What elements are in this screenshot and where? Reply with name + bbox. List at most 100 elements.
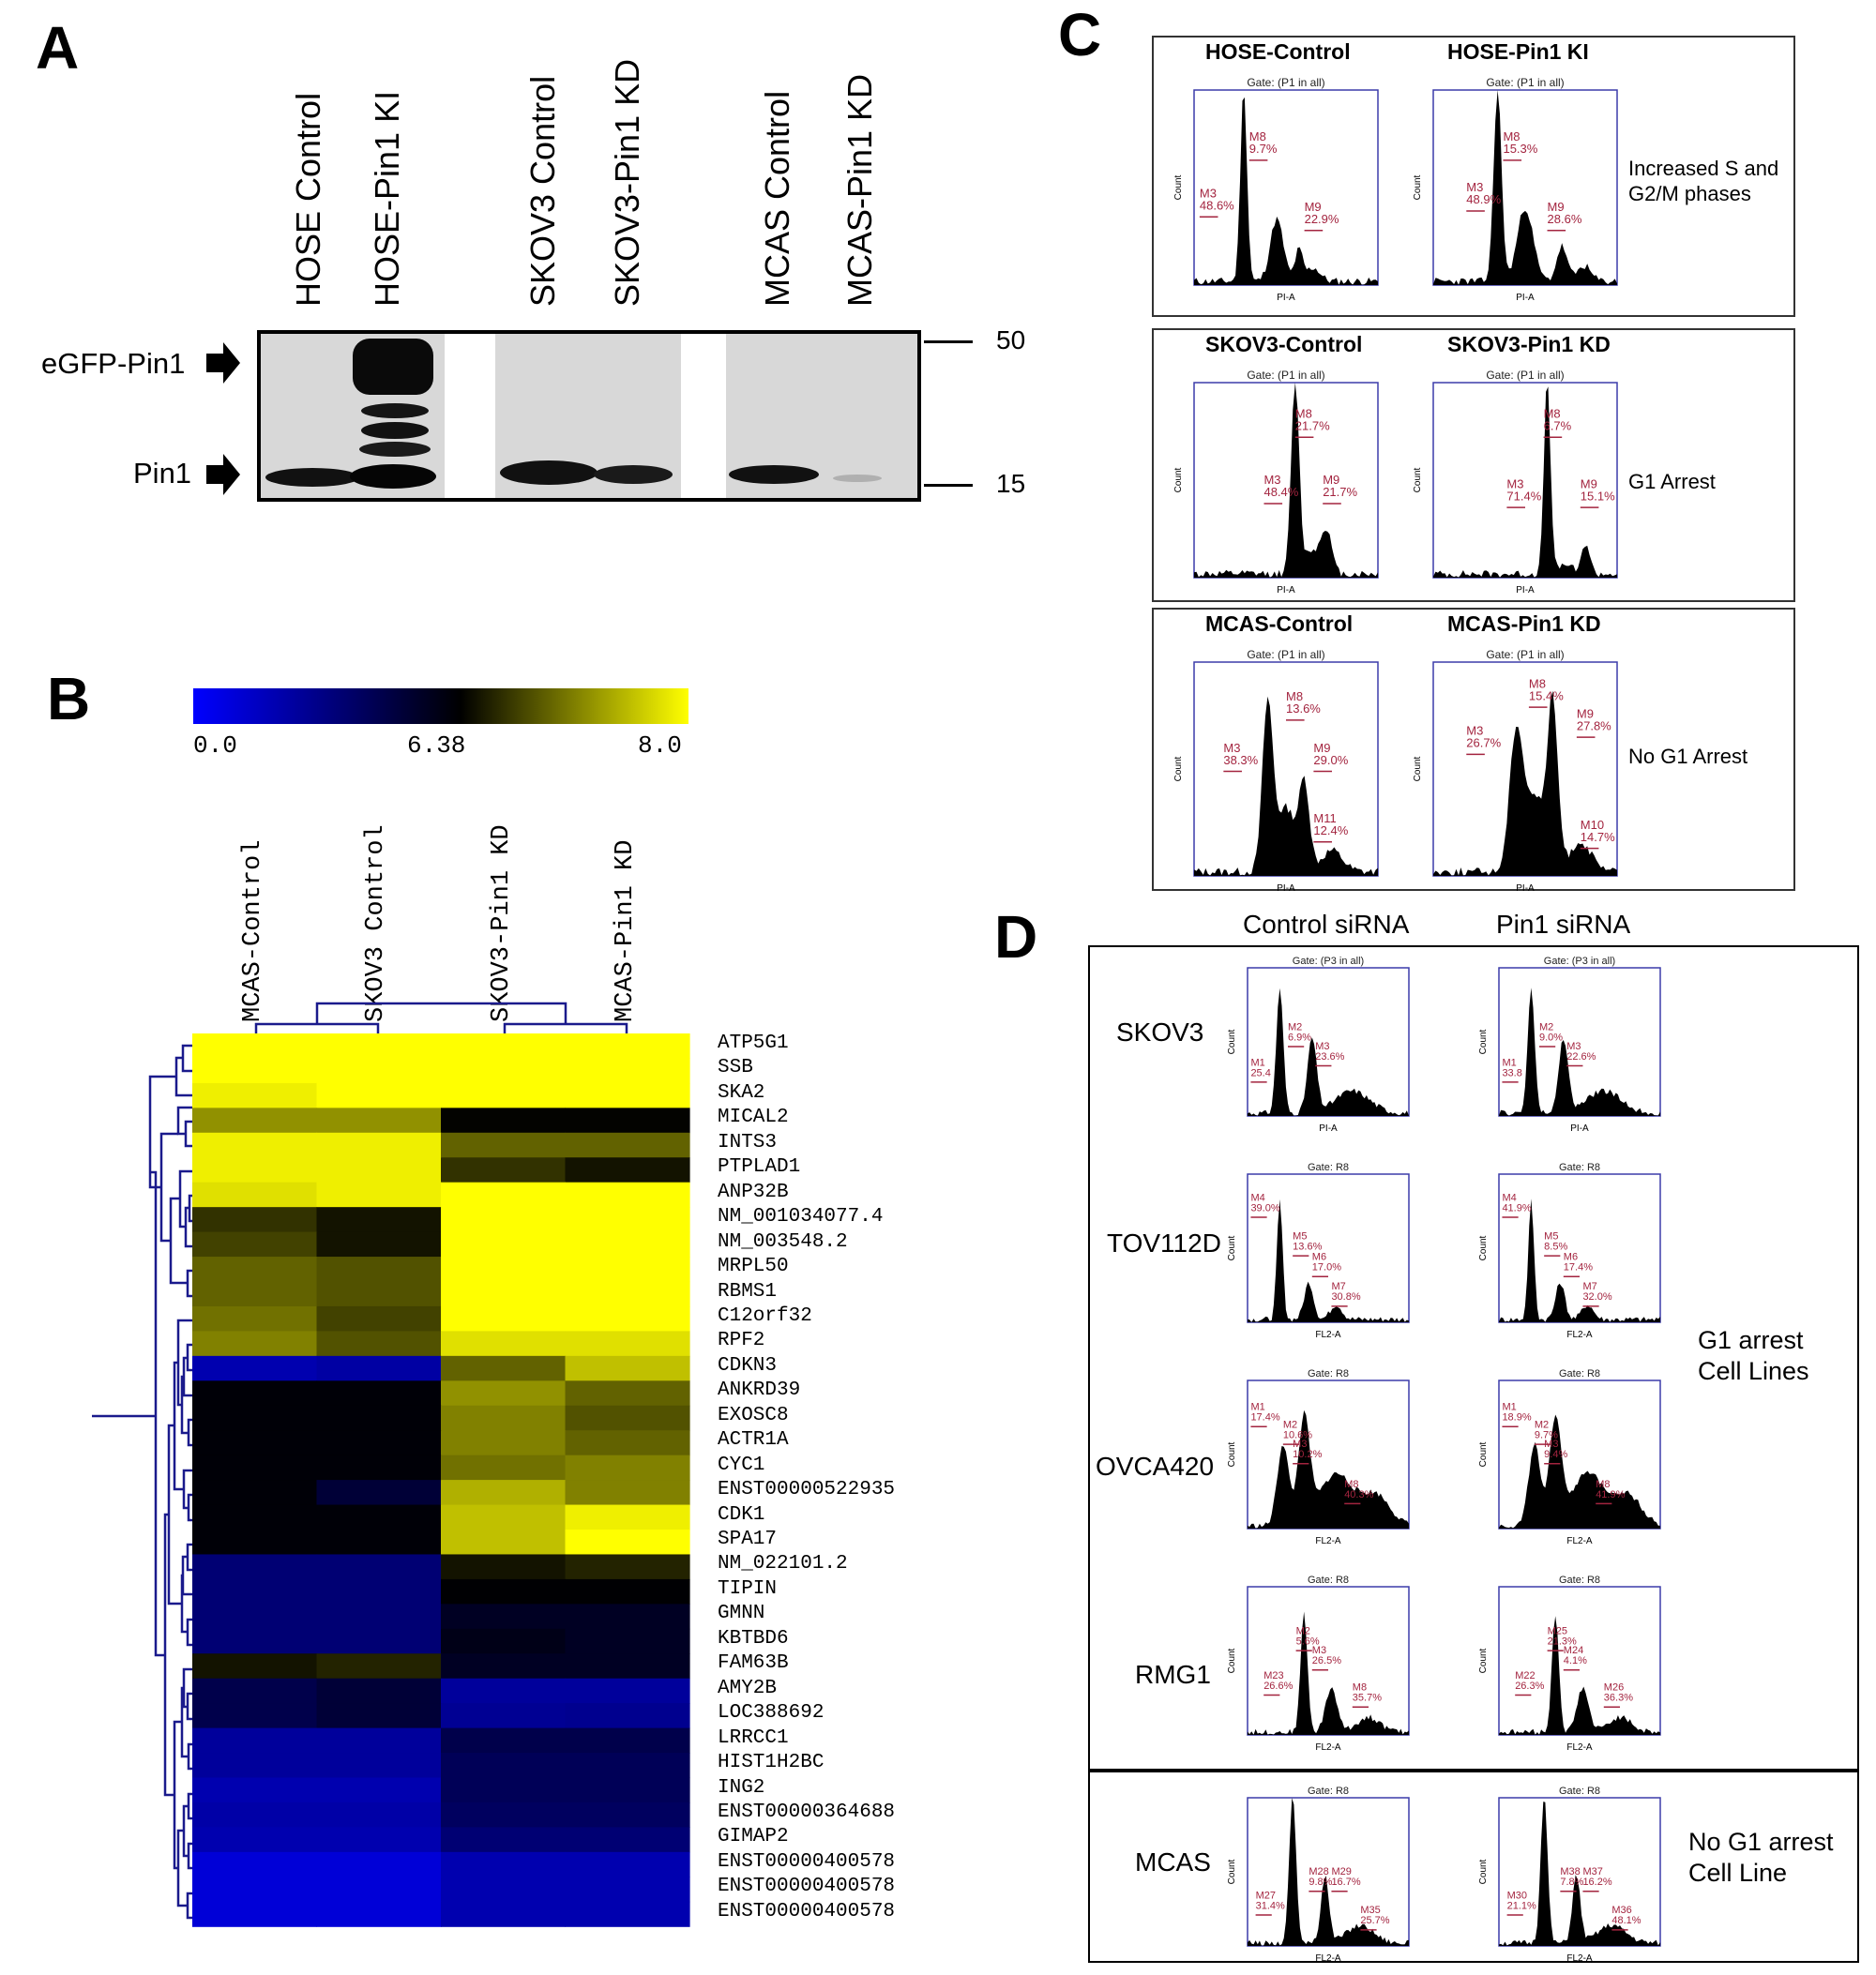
svg-text:9.4%: 9.4% [1544, 1449, 1567, 1460]
svg-text:32.0%: 32.0% [1582, 1291, 1611, 1303]
col-header-control-sirna: Control siRNA [1243, 910, 1410, 939]
svg-text:M37: M37 [1582, 1866, 1602, 1877]
heatmap-col-skov3-pin1-kd: SKOV3-Pin1 KD [488, 824, 516, 1022]
svg-text:27.8%: 27.8% [1577, 718, 1611, 732]
heatmap-cell [192, 1281, 318, 1307]
gene-label: LRRCC1 [718, 1726, 789, 1749]
svg-text:M38: M38 [1560, 1866, 1580, 1877]
heatmap-cell [316, 1305, 442, 1332]
svg-text:M4: M4 [1250, 1192, 1264, 1203]
svg-text:16.2%: 16.2% [1582, 1877, 1611, 1888]
d-row-label: RMG1 [1135, 1660, 1211, 1689]
svg-text:M1: M1 [1502, 1402, 1516, 1413]
gene-label: GIMAP2 [718, 1826, 789, 1848]
svg-text:M9: M9 [1305, 200, 1322, 214]
d-g1-arrest-box [1088, 945, 1859, 1772]
c-right-title: HOSE-Pin1 KI [1447, 39, 1589, 64]
svg-text:Count: Count [1227, 1235, 1237, 1260]
svg-text:M5: M5 [1544, 1231, 1558, 1243]
svg-text:M8: M8 [1286, 689, 1303, 703]
heatmap-cell [192, 1182, 318, 1208]
heatmap-cell [441, 1578, 567, 1605]
svg-text:M9: M9 [1577, 706, 1594, 720]
heatmap-cell [565, 1827, 690, 1853]
heatmap-cell [441, 1231, 567, 1258]
heatmap-cell [441, 1777, 567, 1803]
heatmap-cell [565, 1504, 690, 1530]
svg-text:FL2-A: FL2-A [1566, 1536, 1593, 1546]
svg-text:Count: Count [1227, 1648, 1237, 1673]
gene-label: KBTBD6 [718, 1627, 789, 1650]
heatmap-cell [565, 1157, 690, 1183]
gene-label: TIPIN [718, 1577, 778, 1600]
svg-text:10.6%: 10.6% [1283, 1430, 1312, 1441]
svg-text:Gate: R8: Gate: R8 [1308, 1368, 1349, 1379]
heatmap-cell [565, 1604, 690, 1630]
svg-text:48.9%: 48.9% [1466, 192, 1501, 206]
c-right-title: SKOV3-Pin1 KD [1447, 332, 1611, 356]
heatmap-cell [441, 1157, 567, 1183]
flow-plot-c-left: Gate: (P1 in all)PI-ACountM821.7%M348.4%… [1173, 369, 1379, 596]
heatmap-cell [441, 1331, 567, 1357]
svg-text:M26: M26 [1604, 1682, 1624, 1694]
heatmap-cell [565, 1877, 690, 1903]
svg-text:M8: M8 [1344, 1479, 1358, 1490]
heatmap-cell [441, 1678, 567, 1704]
d-no-g1-arrest-box [1088, 1769, 1859, 1963]
svg-text:9.7%: 9.7% [1535, 1430, 1558, 1441]
svg-text:16.7%: 16.7% [1331, 1877, 1360, 1888]
svg-text:Count: Count [1478, 1859, 1489, 1884]
svg-text:M3: M3 [1506, 476, 1523, 490]
svg-text:8.5%: 8.5% [1544, 1242, 1567, 1253]
heatmap-cell [192, 1331, 318, 1357]
svg-text:Gate: R8: Gate: R8 [1559, 1162, 1600, 1173]
svg-text:Count: Count [1227, 1859, 1237, 1884]
heatmap-cell [441, 1207, 567, 1233]
gene-label: CDKN3 [718, 1354, 778, 1377]
gene-label: ACTR1A [718, 1429, 789, 1452]
heatmap-cell [565, 1530, 690, 1556]
heatmap-cell [565, 1901, 690, 1927]
heatmap-cell [565, 1231, 690, 1258]
heatmap-cell [192, 1727, 318, 1754]
c-group-box [1152, 36, 1795, 317]
gene-label: ENST00000400578 [718, 1900, 896, 1922]
svg-text:M8: M8 [1596, 1479, 1610, 1490]
heatmap-cell [565, 1480, 690, 1506]
lane-label-mcas-pin1-kd: MCAS-Pin1 KD [840, 73, 879, 307]
heatmap-cell [192, 1604, 318, 1630]
heatmap-cell [316, 1678, 442, 1704]
heatmap-cell [192, 1305, 318, 1332]
heatmap-cell [192, 1628, 318, 1654]
heatmap-cell [441, 1405, 567, 1431]
heatmap-cell [316, 1257, 442, 1283]
heatmap-cell [316, 1504, 442, 1530]
gene-label: EXOSC8 [718, 1404, 789, 1426]
svg-text:Count: Count [1413, 467, 1423, 492]
svg-text:M10: M10 [1581, 818, 1604, 832]
svg-text:M3: M3 [1223, 741, 1240, 755]
gene-label: ANKRD39 [718, 1379, 801, 1402]
svg-text:15.1%: 15.1% [1581, 489, 1615, 503]
svg-text:21.7%: 21.7% [1323, 485, 1357, 499]
mw-50-label: 50 [996, 325, 1026, 354]
egfp-arrow-icon [206, 342, 240, 384]
svg-text:PI-A: PI-A [1277, 585, 1295, 596]
heatmap-cell [316, 1355, 442, 1381]
heatmap-cell [192, 1058, 318, 1084]
svg-text:PI-A: PI-A [1277, 293, 1295, 303]
heatmap-cell [441, 1827, 567, 1853]
row-dendrogram [92, 1044, 192, 1920]
heatmap-cell [192, 1157, 318, 1183]
svg-text:31.4%: 31.4% [1256, 1900, 1285, 1911]
heatmap-cell [441, 1430, 567, 1456]
heatmap-cell [441, 1628, 567, 1654]
heatmap-cell [316, 1132, 442, 1158]
svg-text:Gate: R8: Gate: R8 [1308, 1575, 1349, 1586]
heatmap-cell [316, 1405, 442, 1431]
heatmap-cell [316, 1554, 442, 1580]
heatmap-cell [565, 1628, 690, 1654]
